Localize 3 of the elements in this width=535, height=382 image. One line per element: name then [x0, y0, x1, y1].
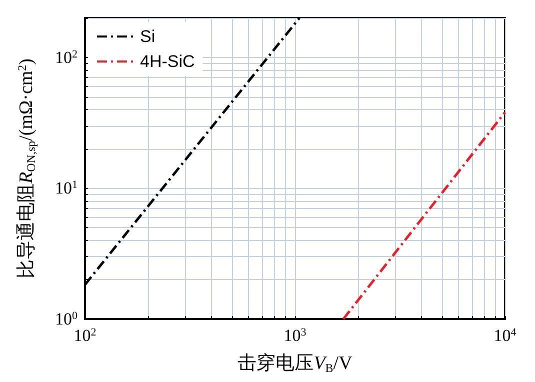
y-axis-title: 比导通电阻RON,sp/(mΩ·cm2) — [15, 58, 38, 278]
legend-label: Si — [140, 27, 156, 46]
legend-label: 4H-SiC — [140, 52, 195, 71]
